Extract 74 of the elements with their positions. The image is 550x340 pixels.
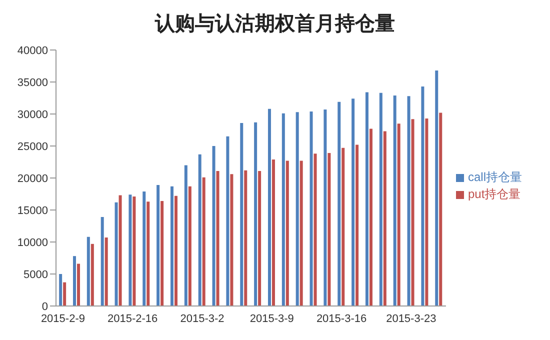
bar: [393, 95, 396, 306]
y-tick-label: 30000: [17, 108, 48, 121]
bar: [170, 186, 174, 306]
bar: [188, 186, 192, 306]
bar: [365, 92, 368, 306]
bar: [86, 236, 90, 306]
bar: [216, 170, 220, 306]
bar: [104, 238, 108, 306]
bar: [425, 118, 428, 306]
y-tick-label: 0: [42, 300, 48, 313]
bar: [314, 154, 317, 306]
bar: [146, 202, 150, 306]
bar: [268, 108, 271, 306]
x-tick-label: 2015-3-2: [180, 312, 224, 325]
chart-title: 认购与认沽期权首月持仓量: [154, 12, 396, 37]
x-tick-label: 2015-3-16: [316, 312, 367, 325]
bar: [230, 174, 234, 306]
bar: [174, 196, 178, 306]
bar: [286, 160, 289, 306]
bar: [184, 165, 188, 306]
y-tick-label: 10000: [17, 236, 48, 249]
bar: [379, 92, 382, 306]
bar: [198, 154, 202, 306]
bar: [72, 256, 76, 306]
bar: [240, 122, 244, 306]
bar: [342, 148, 345, 306]
y-tick-label: 20000: [17, 172, 48, 185]
x-tick-label: 2015-3-23: [386, 312, 436, 325]
bar: [282, 113, 285, 306]
x-tick-label: 2015-2-9: [40, 312, 85, 325]
bar: [407, 96, 410, 306]
bar: [300, 160, 303, 306]
bar: [212, 146, 216, 306]
bar: [397, 124, 400, 306]
bar: [254, 122, 258, 306]
bar: [63, 282, 66, 306]
bar: [338, 102, 341, 306]
bar: [59, 274, 62, 306]
bar: [132, 196, 136, 306]
bar: [244, 170, 248, 306]
y-tick-label: 40000: [17, 44, 48, 57]
y-tick-label: 15000: [17, 204, 48, 217]
y-tick-label: 35000: [17, 76, 48, 89]
bar: [160, 201, 164, 306]
bar: [352, 98, 355, 306]
bar: [114, 202, 118, 306]
bar: [142, 191, 146, 306]
bar: [100, 217, 104, 306]
bar: [258, 170, 262, 306]
bar: [369, 128, 372, 306]
x-tick-label: 2015-3-9: [250, 312, 294, 325]
bar: [324, 110, 327, 306]
legend-label: call持仓量: [468, 170, 522, 184]
bar: [310, 111, 313, 306]
bar: [76, 264, 80, 306]
y-tick-label: 5000: [24, 268, 48, 281]
bar: [328, 153, 331, 306]
bar: [296, 112, 299, 306]
bar: [421, 86, 424, 306]
bar: [439, 112, 442, 306]
y-tick-label: 25000: [17, 140, 48, 153]
bar: [356, 144, 359, 306]
bar: [383, 131, 386, 306]
bar: [118, 195, 122, 306]
bar: [272, 159, 275, 306]
x-tick-label: 2015-2-16: [108, 312, 158, 325]
bar: [226, 136, 230, 306]
bar: [202, 177, 206, 306]
bar: [90, 244, 94, 306]
bar: [156, 185, 160, 306]
bar: [435, 70, 438, 306]
bar: [128, 194, 132, 306]
legend-label: put持仓量: [468, 187, 521, 201]
bar: [411, 119, 414, 306]
